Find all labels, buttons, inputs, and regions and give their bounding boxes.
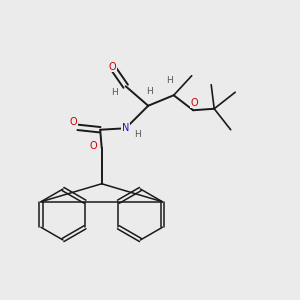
Text: O: O xyxy=(191,98,199,108)
Text: O: O xyxy=(69,117,77,127)
Text: H: H xyxy=(111,88,118,97)
Text: O: O xyxy=(108,62,116,72)
Text: H: H xyxy=(146,87,153,96)
Text: H: H xyxy=(134,130,141,139)
Text: N: N xyxy=(122,123,129,133)
Text: O: O xyxy=(89,141,97,151)
Text: H: H xyxy=(166,76,172,85)
